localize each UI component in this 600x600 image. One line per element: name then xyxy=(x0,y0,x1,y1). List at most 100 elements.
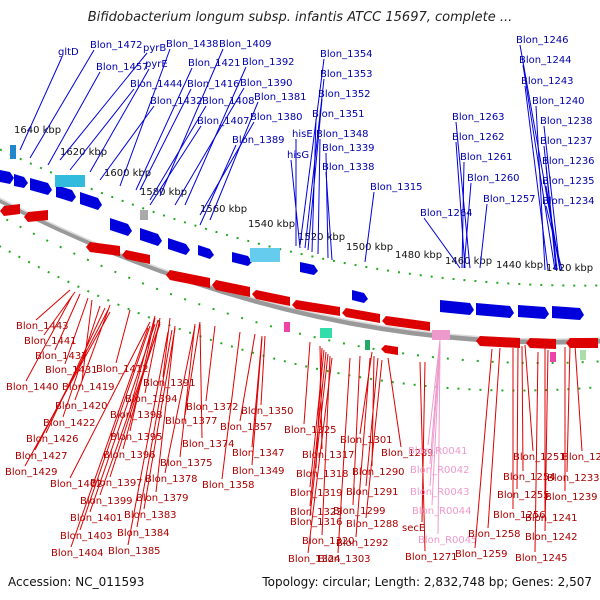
forward-gene-label[interactable]: Blon_1263 xyxy=(452,112,505,123)
forward-gene-label[interactable]: Blon_1408 xyxy=(202,96,255,107)
forward-gene-label[interactable]: Blon_1353 xyxy=(320,69,373,80)
reverse-gene-label[interactable]: Blon_1323 xyxy=(290,507,343,518)
reverse-gene-label[interactable]: Blon_1429 xyxy=(5,467,58,478)
reverse-gene-label[interactable]: Blon_1254 xyxy=(503,472,556,483)
reverse-gene-label[interactable]: Blon_1374 xyxy=(182,439,235,450)
forward-gene-label[interactable]: Blon_1444 xyxy=(130,79,183,90)
forward-gene-label[interactable]: Blon_1261 xyxy=(460,152,513,163)
forward-gene-label[interactable]: Blon_1354 xyxy=(320,49,373,60)
reverse-gene-label[interactable]: Blon_1397 xyxy=(90,478,143,489)
reverse-gene-label[interactable]: Blon_1292 xyxy=(336,538,389,549)
reverse-gene-label[interactable]: Blon_1422 xyxy=(43,418,96,429)
forward-gene-label[interactable]: Blon_1409 xyxy=(219,39,272,50)
reverse-gene-label[interactable]: Blon_1291 xyxy=(346,487,399,498)
reverse-gene-label[interactable]: Blon_1271 xyxy=(405,552,458,563)
forward-gene-label[interactable]: hisE xyxy=(292,129,313,140)
reverse-gene-label[interactable]: Blon_1383 xyxy=(124,510,177,521)
forward-gene-label[interactable]: Blon_1457 xyxy=(96,62,149,73)
reverse-gene-label[interactable]: Blon_1233 xyxy=(547,473,600,484)
reverse-gene-label[interactable]: Blon_R0042 xyxy=(410,465,470,476)
forward-gene-label[interactable]: Blon_1236 xyxy=(542,156,595,167)
reverse-gene-label[interactable]: Blon_R0041 xyxy=(408,446,468,457)
reverse-gene-label[interactable]: Blon_1239 xyxy=(545,492,598,503)
reverse-gene-label[interactable]: Blon_1441 xyxy=(24,336,77,347)
reverse-gene-label[interactable]: Blon_1242 xyxy=(525,532,578,543)
reverse-gene-label[interactable]: Blon_1289 xyxy=(381,448,434,459)
forward-gene-label[interactable]: Blon_1238 xyxy=(540,116,593,127)
forward-gene-label[interactable]: Blon_1392 xyxy=(242,57,295,68)
reverse-gene-label[interactable]: Blon_R0044 xyxy=(412,506,472,517)
reverse-gene-label[interactable]: Blon_1288 xyxy=(346,519,399,530)
reverse-gene-label[interactable]: Blon_1258 xyxy=(468,529,521,540)
forward-gene-label[interactable]: Blon_1262 xyxy=(452,132,505,143)
reverse-gene-label[interactable]: Blon_1324 xyxy=(288,554,341,565)
reverse-gene-label[interactable]: Blon_1232 xyxy=(562,452,600,463)
forward-gene-label[interactable]: pyrB xyxy=(143,43,166,54)
forward-gene-label[interactable]: Blon_1432 xyxy=(150,96,203,107)
reverse-gene-label[interactable]: Blon_1426 xyxy=(26,434,79,445)
reverse-gene-label[interactable]: Blon_1259 xyxy=(455,549,508,560)
forward-gene-label[interactable]: Blon_1421 xyxy=(188,58,241,69)
forward-gene-label[interactable]: Blon_1351 xyxy=(312,109,365,120)
reverse-gene-label[interactable]: Blon_1241 xyxy=(525,513,578,524)
forward-gene-label[interactable]: Blon_1234 xyxy=(542,196,595,207)
reverse-gene-label[interactable]: Blon_1245 xyxy=(515,553,568,564)
forward-gene-label[interactable]: Blon_1380 xyxy=(250,112,303,123)
reverse-gene-label[interactable]: Blon_1419 xyxy=(62,382,115,393)
reverse-gene-label[interactable]: Blon_1396 xyxy=(103,450,156,461)
reverse-gene-label[interactable]: Blon_1316 xyxy=(290,517,343,528)
reverse-gene-label[interactable]: Blon_1402 xyxy=(50,479,103,490)
reverse-gene-label[interactable]: Blon_1403 xyxy=(60,531,113,542)
forward-gene-label[interactable]: Blon_1260 xyxy=(467,173,520,184)
reverse-gene-label[interactable]: Blon_1256 xyxy=(493,510,546,521)
reverse-gene-label[interactable]: Blon_1303 xyxy=(318,554,371,565)
reverse-gene-label[interactable]: Blon_1378 xyxy=(145,474,198,485)
reverse-gene-label[interactable]: Blon_1399 xyxy=(80,496,133,507)
reverse-gene-label[interactable]: Blon_1357 xyxy=(220,422,273,433)
reverse-gene-label[interactable]: Blon_1443 xyxy=(16,321,69,332)
reverse-gene-label[interactable]: Blon_1358 xyxy=(202,480,255,491)
reverse-gene-label[interactable]: Blon_1437 xyxy=(35,351,88,362)
reverse-gene-label[interactable]: Blon_1427 xyxy=(15,451,68,462)
forward-gene-label[interactable]: Blon_1416 xyxy=(187,79,240,90)
reverse-gene-label[interactable]: Blon_1290 xyxy=(352,467,405,478)
reverse-gene-label[interactable]: Blon_1320 xyxy=(302,536,355,547)
reverse-gene-label[interactable]: Blon_1395 xyxy=(110,432,163,443)
reverse-gene-label[interactable]: Blon_1347 xyxy=(232,448,285,459)
forward-gene-label[interactable]: pyrE xyxy=(145,59,168,70)
forward-gene-label[interactable]: Blon_1389 xyxy=(232,135,285,146)
reverse-gene-label[interactable]: Blon_1349 xyxy=(232,466,285,477)
forward-gene-label[interactable]: Blon_1235 xyxy=(542,176,595,187)
forward-gene-label[interactable]: Blon_1438 xyxy=(166,39,219,50)
reverse-gene-label[interactable]: Blon_1350 xyxy=(241,406,294,417)
reverse-gene-label[interactable]: Blon_1317 xyxy=(302,450,355,461)
reverse-gene-label[interactable]: Blon_1375 xyxy=(160,458,213,469)
reverse-gene-label[interactable]: Blon_1318 xyxy=(296,469,349,480)
forward-gene-label[interactable]: hisG xyxy=(287,150,309,161)
forward-gene-label[interactable]: Blon_1348 xyxy=(316,129,369,140)
reverse-gene-label[interactable]: Blon_1299 xyxy=(333,506,386,517)
forward-gene-label[interactable]: Blon_1244 xyxy=(519,55,572,66)
forward-gene-label[interactable]: Blon_1246 xyxy=(516,35,569,46)
forward-gene-label[interactable]: Blon_1352 xyxy=(318,89,371,100)
reverse-gene-label[interactable]: Blon_1398 xyxy=(110,410,163,421)
reverse-gene-label[interactable]: Blon_1301 xyxy=(340,435,393,446)
forward-gene-label[interactable]: Blon_1390 xyxy=(240,78,293,89)
reverse-gene-label[interactable]: secE xyxy=(402,523,425,534)
forward-gene-label[interactable]: Blon_1264 xyxy=(420,208,473,219)
forward-gene-label[interactable]: Blon_1315 xyxy=(370,182,423,193)
reverse-gene-label[interactable]: Blon_1420 xyxy=(55,401,108,412)
forward-gene-label[interactable]: Blon_1381 xyxy=(254,92,307,103)
reverse-gene-label[interactable]: Blon_1404 xyxy=(51,548,104,559)
forward-gene-label[interactable]: Blon_1257 xyxy=(483,194,536,205)
reverse-gene-label[interactable]: Blon_R0043 xyxy=(410,487,470,498)
reverse-gene-label[interactable]: Blon_1372 xyxy=(186,402,239,413)
forward-gene-label[interactable]: Blon_1472 xyxy=(90,40,143,51)
reverse-gene-label[interactable]: Blon_1385 xyxy=(108,546,161,557)
reverse-gene-label[interactable]: Blon_1251 xyxy=(513,452,566,463)
forward-gene-label[interactable]: gltD xyxy=(58,47,79,58)
reverse-gene-label[interactable]: Blon_R0045 xyxy=(418,535,478,546)
forward-gene-label[interactable]: Blon_1339 xyxy=(322,143,375,154)
reverse-gene-label[interactable]: Blon_1384 xyxy=(117,528,170,539)
reverse-gene-label[interactable]: Blon_1431 xyxy=(45,365,98,376)
